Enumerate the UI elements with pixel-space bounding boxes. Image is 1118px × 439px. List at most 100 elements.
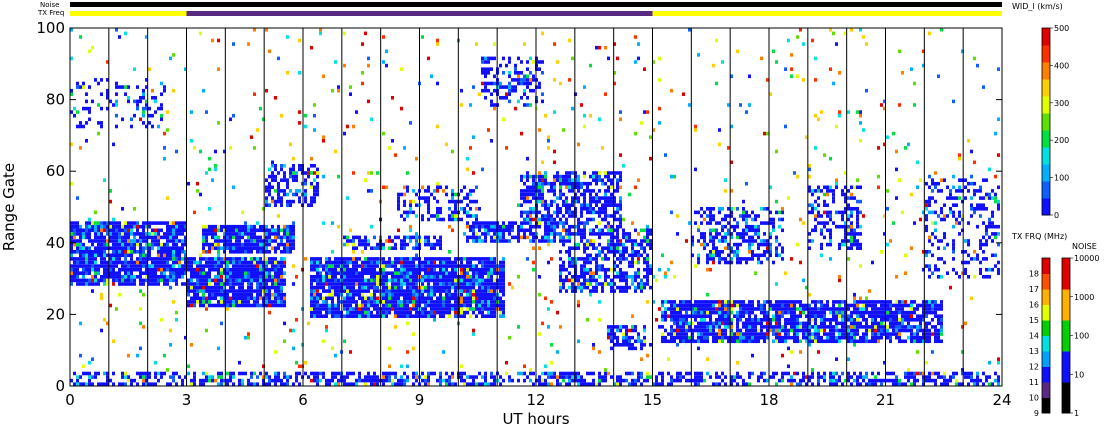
echo-pixel [316, 314, 319, 318]
echo-pixel [697, 339, 700, 344]
echo-pixel [346, 285, 349, 290]
echo-pixel [685, 332, 688, 336]
echo-pixel [703, 318, 706, 322]
echo-pixel [721, 335, 724, 340]
echo-pixel [625, 343, 628, 347]
echo-pixel [274, 371, 277, 376]
echo-pixel [469, 282, 472, 286]
echo-pixel [127, 239, 130, 243]
echo-pixel [130, 257, 133, 261]
echo-pixel [460, 260, 463, 265]
echo-pixel [649, 242, 652, 247]
echo-pixel [616, 328, 619, 333]
echo-pixel [280, 300, 283, 304]
echo-pixel [403, 292, 406, 297]
echo-pixel [316, 278, 319, 283]
echo-pixel [619, 214, 622, 218]
echo-pixel [85, 260, 88, 265]
echo-pixel [424, 196, 427, 200]
echo-pixel [241, 378, 244, 383]
echo-pixel [292, 221, 295, 225]
echo-pixel [136, 353, 139, 358]
echo-pixel [364, 314, 367, 318]
echo-pixel [613, 253, 616, 258]
echo-pixel [490, 99, 493, 104]
echo-pixel [412, 307, 415, 311]
echo-pixel [661, 253, 664, 258]
echo-pixel [115, 239, 118, 243]
echo-pixel [613, 325, 616, 329]
echo-pixel [544, 178, 547, 182]
echo-pixel [130, 124, 133, 129]
echo-pixel [205, 271, 208, 275]
echo-pixel [337, 382, 340, 386]
echo-pixel [175, 282, 178, 286]
echo-pixel [526, 189, 529, 193]
echo-pixel [148, 267, 151, 272]
echo-pixel [484, 85, 487, 89]
echo-pixel [250, 228, 253, 233]
echo-pixel [553, 110, 556, 114]
echo-pixel [628, 371, 631, 376]
echo-pixel [238, 264, 241, 268]
echo-pixel [604, 196, 607, 200]
echo-pixel [295, 378, 298, 383]
echo-pixel [586, 210, 589, 215]
echo-pixel [553, 160, 556, 165]
echo-pixel [106, 271, 109, 275]
echo-pixel [595, 178, 598, 182]
echo-pixel [91, 382, 94, 386]
echo-pixel [145, 85, 148, 89]
echo-pixel [490, 275, 493, 279]
echo-pixel [316, 310, 319, 315]
echo-pixel [106, 282, 109, 286]
echo-pixel [232, 382, 235, 386]
echo-pixel [391, 378, 394, 383]
echo-pixel [403, 257, 406, 261]
echo-pixel [592, 210, 595, 215]
echo-pixel [88, 246, 91, 250]
echo-pixel [265, 235, 268, 240]
echo-pixel [670, 314, 673, 318]
echo-pixel [139, 235, 142, 240]
echo-pixel [196, 296, 199, 301]
echo-pixel [523, 235, 526, 240]
echo-pixel [523, 192, 526, 197]
echo-pixel [592, 271, 595, 275]
echo-pixel [76, 282, 79, 286]
echo-pixel [226, 246, 229, 250]
echo-pixel [244, 296, 247, 301]
echo-pixel [610, 328, 613, 333]
echo-pixel [703, 307, 706, 311]
echo-pixel [244, 260, 247, 265]
echo-pixel [448, 214, 451, 218]
echo-pixel [127, 221, 130, 225]
echo-pixel [214, 224, 217, 229]
echo-pixel [139, 346, 142, 351]
echo-pixel [562, 378, 565, 383]
echo-pixel [601, 378, 604, 383]
echo-pixel [289, 228, 292, 233]
echo-pixel [433, 267, 436, 272]
echo-pixel [256, 221, 259, 225]
echo-pixel [673, 314, 676, 318]
echo-pixel [148, 375, 151, 379]
echo-pixel [160, 242, 163, 247]
echo-pixel [475, 232, 478, 236]
echo-pixel [538, 221, 541, 225]
echo-pixel [568, 246, 571, 250]
echo-pixel [424, 382, 427, 386]
echo-pixel [271, 257, 274, 261]
echo-pixel [130, 260, 133, 265]
echo-pixel [370, 282, 373, 286]
echo-pixel [484, 285, 487, 290]
echo-pixel [163, 257, 166, 261]
echo-pixel [577, 189, 580, 193]
echo-pixel [172, 235, 175, 240]
echo-pixel [220, 282, 223, 286]
echo-pixel [613, 242, 616, 247]
echo-pixel [205, 375, 208, 379]
echo-pixel [619, 178, 622, 182]
echo-pixel [436, 189, 439, 193]
echo-pixel [259, 278, 262, 283]
